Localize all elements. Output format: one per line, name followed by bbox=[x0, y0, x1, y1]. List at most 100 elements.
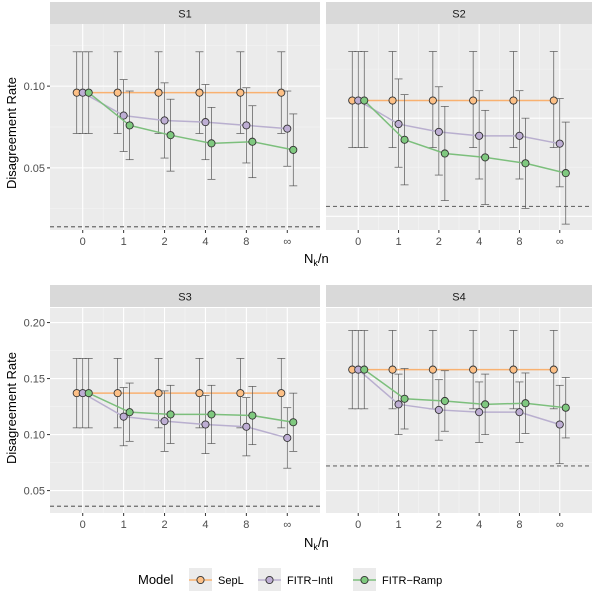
x-axis-title-sub: k bbox=[313, 542, 318, 552]
x-axis-title-bottom: Nk/n bbox=[304, 535, 329, 552]
facet-strip bbox=[50, 285, 320, 307]
series-fitr-inti bbox=[78, 358, 292, 469]
x-tick-label: 2 bbox=[436, 519, 442, 531]
x-tick-label: 8 bbox=[516, 519, 522, 531]
facet-title: S3 bbox=[178, 292, 191, 304]
data-point bbox=[469, 96, 478, 105]
data-point bbox=[434, 405, 443, 414]
legend-key-marker bbox=[265, 575, 274, 585]
data-point bbox=[509, 365, 518, 374]
x-tick-label: 1 bbox=[395, 236, 401, 248]
series-line bbox=[357, 99, 560, 145]
data-point bbox=[289, 145, 298, 154]
series-sepl bbox=[72, 51, 286, 134]
y-tick-label: 0.10 bbox=[24, 81, 45, 93]
data-point bbox=[434, 127, 443, 136]
x-tick-label: ∞ bbox=[556, 519, 564, 531]
x-tick-label: 2 bbox=[161, 236, 167, 248]
data-point bbox=[154, 88, 163, 97]
data-point bbox=[521, 399, 530, 408]
data-point bbox=[154, 389, 163, 398]
data-point bbox=[125, 121, 134, 130]
x-tick-label: 4 bbox=[202, 519, 208, 531]
data-point bbox=[242, 121, 251, 130]
series-fitr-ramp bbox=[360, 330, 570, 439]
series-sepl bbox=[348, 330, 558, 410]
data-point bbox=[277, 389, 286, 398]
y-tick-label: 0.20 bbox=[24, 318, 45, 330]
data-point bbox=[84, 88, 93, 97]
x-axis-title-top: Nk/n bbox=[304, 251, 329, 268]
facet-title: S1 bbox=[178, 9, 191, 21]
legend-label-fitr-inti: FITR−IntI bbox=[287, 575, 333, 587]
data-point bbox=[388, 365, 397, 374]
data-point bbox=[481, 400, 490, 409]
data-point bbox=[166, 131, 175, 140]
x-tick-label: 0 bbox=[355, 236, 361, 248]
y-axis-title-top: Disagreement Rate bbox=[4, 77, 19, 189]
series-sepl bbox=[72, 358, 286, 429]
panel-s1: S1 0.05 0.10 0 1 2 4 8 ∞ bbox=[24, 2, 320, 248]
panel-s2: S2 0 1 2 4 8 ∞ bbox=[326, 2, 592, 248]
series-line bbox=[82, 392, 288, 439]
series-fitr-ramp bbox=[360, 51, 570, 225]
data-point bbox=[248, 137, 257, 146]
data-point bbox=[400, 394, 409, 403]
x-tick-label: 2 bbox=[161, 519, 167, 531]
data-point bbox=[394, 400, 403, 409]
data-point bbox=[119, 111, 128, 120]
data-point bbox=[561, 403, 570, 412]
series-line bbox=[363, 369, 566, 409]
data-point bbox=[283, 433, 292, 442]
series-line bbox=[88, 392, 294, 424]
data-point bbox=[475, 408, 484, 417]
data-point bbox=[360, 365, 369, 374]
x-tick-label: ∞ bbox=[556, 236, 564, 248]
x-tick-label: 8 bbox=[243, 236, 249, 248]
data-point bbox=[283, 124, 292, 133]
data-point bbox=[555, 139, 564, 148]
data-point bbox=[160, 116, 169, 125]
data-point bbox=[509, 96, 518, 105]
legend-title: Model bbox=[138, 572, 174, 587]
x-tick-label: 4 bbox=[476, 236, 482, 248]
data-point bbox=[207, 410, 216, 419]
legend-key-sepl bbox=[189, 568, 212, 591]
legend-key-marker bbox=[196, 575, 205, 585]
x-tick-label: 0 bbox=[355, 519, 361, 531]
data-point bbox=[400, 135, 409, 144]
series-line bbox=[363, 99, 566, 174]
x-axis-title-main: N bbox=[304, 535, 313, 550]
data-point bbox=[428, 96, 437, 105]
data-point bbox=[440, 149, 449, 158]
facet-strip bbox=[50, 2, 320, 24]
y-tick-label: 0.15 bbox=[24, 374, 45, 386]
data-point bbox=[113, 389, 122, 398]
data-point bbox=[195, 389, 204, 398]
chart-panels: S1 0.05 0.10 0 1 2 4 8 ∞ S2 0 1 2 4 8 ∞ S3 0.05 0.10 0.15 0.… bbox=[24, 2, 592, 531]
data-point bbox=[248, 411, 257, 420]
data-point bbox=[394, 120, 403, 129]
x-tick-label: 4 bbox=[476, 519, 482, 531]
data-point bbox=[388, 96, 397, 105]
x-tick-label: 4 bbox=[202, 236, 208, 248]
x-tick-label: 1 bbox=[121, 519, 127, 531]
data-point bbox=[515, 408, 524, 417]
x-tick-label: 8 bbox=[516, 236, 522, 248]
legend-label-fitr-ramp: FITR−Ramp bbox=[382, 575, 442, 587]
data-point bbox=[475, 131, 484, 140]
facet-strip bbox=[326, 285, 592, 307]
series-line bbox=[88, 92, 294, 151]
data-point bbox=[160, 417, 169, 426]
data-point bbox=[236, 88, 245, 97]
data-point bbox=[561, 169, 570, 178]
data-point bbox=[469, 365, 478, 374]
legend-label-sepl: SepL bbox=[218, 575, 244, 587]
facet-title: S4 bbox=[452, 292, 465, 304]
legend-key-marker bbox=[360, 575, 369, 585]
legend-key-fitr-ramp bbox=[353, 568, 376, 591]
data-point bbox=[277, 88, 286, 97]
series-fitr-inti bbox=[354, 330, 564, 465]
series-sepl bbox=[348, 51, 558, 148]
